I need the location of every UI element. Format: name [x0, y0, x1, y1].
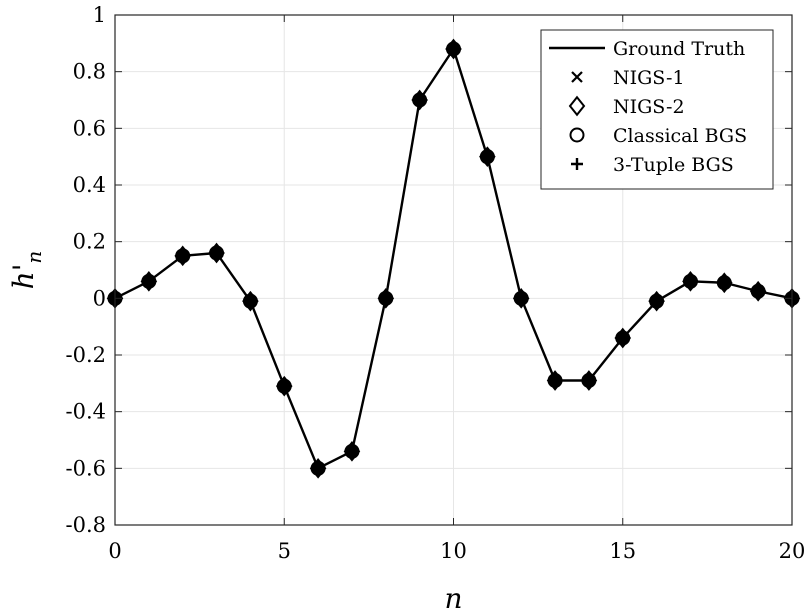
legend-item: 3-Tuple BGS: [571, 154, 734, 176]
legend-marker: [571, 71, 583, 83]
data-point: [278, 380, 291, 393]
tick-labels: 0 5 10 15 20 -0.8 -0.6 -0.4 -0.2 0 0.2 0.4 0.6 0.8 1: [66, 3, 806, 563]
data-point: [650, 295, 663, 308]
data-point: [176, 249, 189, 262]
legend-label: NIGS-1: [613, 67, 685, 89]
data-point: [481, 150, 494, 163]
data-point: [345, 445, 358, 458]
y-tick-label: -0.4: [66, 400, 107, 424]
legend-item: NIGS-2: [568, 95, 685, 118]
tick-marks: [114, 14, 793, 526]
data-point: [752, 285, 765, 298]
data-point: [413, 94, 426, 106]
y-axis-label: h'n: [7, 251, 46, 290]
data-point: [447, 43, 460, 55]
data-point: [312, 462, 325, 475]
series-layer: [106, 38, 801, 479]
data-point: [244, 295, 257, 308]
y-tick-label: 0.4: [73, 173, 106, 197]
y-axis-label-base: h': [7, 264, 40, 290]
legend-item: Ground Truth: [549, 38, 745, 60]
data-point: [684, 275, 697, 288]
data-point: [142, 275, 155, 288]
y-tick-label: 1: [93, 3, 106, 27]
legend: Ground Truth NIGS-1 NIGS-2 Classical BGS 3-T…: [540, 29, 774, 190]
legend-label: 3-Tuple BGS: [613, 154, 734, 176]
data-point: [515, 292, 528, 305]
legend-item: NIGS-1: [571, 67, 685, 89]
y-tick-label: 0.2: [73, 230, 106, 254]
y-tick-label: -0.2: [66, 343, 107, 367]
y-tick-label: 0.6: [73, 116, 106, 140]
y-axis-label-subscript: n: [22, 251, 46, 264]
data-point: [379, 292, 392, 305]
legend-label: Ground Truth: [613, 38, 745, 60]
legend-label: NIGS-2: [613, 96, 685, 118]
legend-items: Ground Truth NIGS-1 NIGS-2 Classical BGS 3-T…: [549, 38, 747, 176]
legend-item: Classical BGS: [569, 125, 747, 147]
x-tick-label: 5: [278, 539, 291, 563]
data-point: [616, 332, 629, 344]
legend-marker: [568, 95, 586, 117]
y-tick-label: 0: [93, 286, 106, 310]
x-tick-label: 10: [440, 539, 467, 563]
data-point: [210, 247, 223, 259]
legend-marker: [569, 127, 585, 143]
y-tick-label: -0.6: [66, 456, 107, 480]
legend-label: Classical BGS: [613, 125, 747, 147]
data-point: [718, 276, 731, 289]
data-point: [549, 374, 562, 387]
x-tick-label: 15: [609, 539, 636, 563]
x-tick-label: 0: [108, 539, 121, 563]
y-tick-label: -0.8: [66, 513, 107, 537]
x-tick-label: 20: [779, 539, 806, 563]
y-tick-label: 0.8: [73, 60, 106, 84]
data-point: [582, 374, 595, 387]
legend-marker: [571, 158, 583, 170]
x-axis-label: n: [444, 582, 462, 613]
